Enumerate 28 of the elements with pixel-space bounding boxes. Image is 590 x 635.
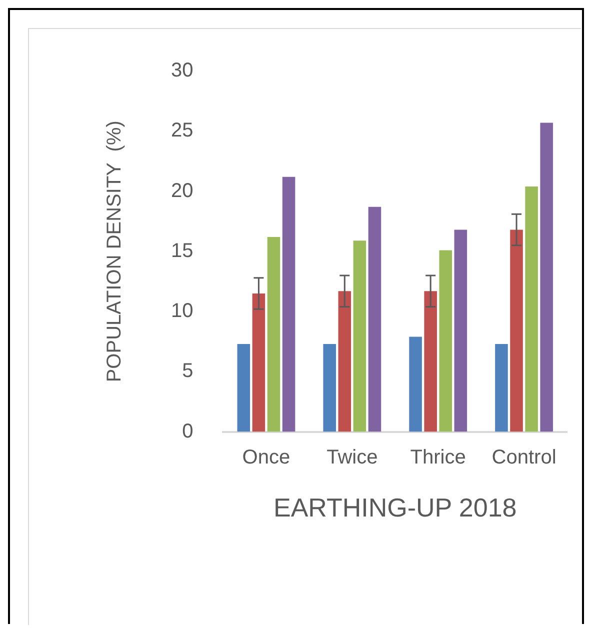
y-tick-label: 15 <box>170 240 194 262</box>
bar <box>424 291 437 432</box>
x-tick-label: Twice <box>326 446 378 468</box>
y-tick-label: 0 <box>182 420 194 442</box>
y-tick-label: 30 <box>170 60 194 82</box>
x-tick-label: Control <box>492 446 556 468</box>
bar <box>525 186 538 432</box>
y-tick-label: 25 <box>170 120 194 142</box>
bar <box>353 240 366 432</box>
bar <box>368 206 382 432</box>
x-tick-label: Thrice <box>410 446 466 468</box>
bar <box>267 236 280 432</box>
bar <box>409 336 422 432</box>
bar <box>252 293 266 432</box>
bar <box>540 122 553 432</box>
x-tick-label: Once <box>242 446 290 468</box>
bar <box>439 250 452 432</box>
bar <box>510 230 523 432</box>
y-tick-label: 20 <box>170 180 194 202</box>
y-tick-label: 5 <box>182 360 194 382</box>
y-axis-title: POPULATION DENSITY (%) <box>104 120 126 382</box>
bar <box>237 344 250 432</box>
bar <box>454 230 468 432</box>
bar <box>338 291 352 432</box>
bar <box>323 344 336 432</box>
y-tick-label: 10 <box>170 300 194 322</box>
bar <box>495 344 508 432</box>
bar <box>282 176 296 432</box>
